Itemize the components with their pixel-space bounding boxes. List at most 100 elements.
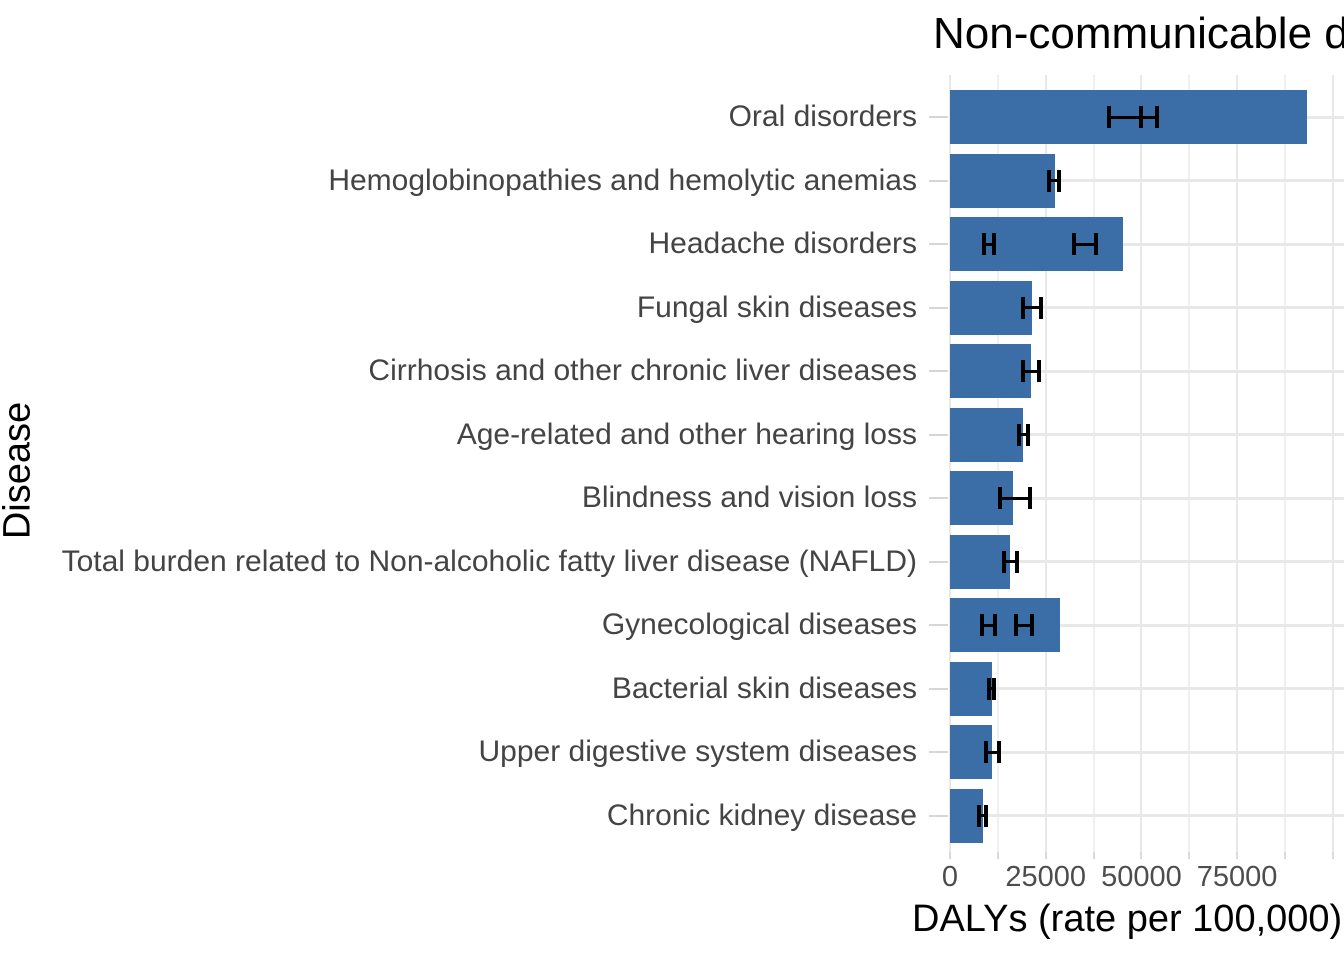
error-bar [982, 623, 996, 627]
error-bar-cap [996, 741, 1001, 763]
bar [950, 280, 1032, 335]
y-axis-tick [929, 751, 948, 753]
bar [950, 534, 1011, 589]
error-bar-cap [1028, 487, 1032, 509]
y-gridline [950, 814, 1344, 817]
category-label: Blindness and vision loss [581, 481, 917, 514]
x-axis-tick [1092, 852, 1095, 859]
y-axis-tick [929, 560, 948, 563]
error-bar-cap [980, 614, 985, 636]
error-bar-cap [1057, 169, 1062, 192]
x-axis-tick [996, 852, 999, 859]
x-gridline [1044, 75, 1047, 852]
error-bar-cap [982, 233, 987, 255]
y-axis-tick [929, 179, 948, 182]
x-gridline [996, 75, 999, 852]
y-axis-tick [929, 624, 948, 626]
category-label: Hemoglobinopathies and hemolytic anemias [328, 163, 917, 197]
error-bar [985, 750, 999, 754]
error-bar [1000, 496, 1030, 500]
x-axis-tick [1236, 852, 1239, 859]
error-bar [1015, 623, 1032, 627]
x-gridline [1188, 75, 1191, 852]
x-tick-label: 0 [941, 861, 959, 893]
y-axis-tick [929, 116, 948, 118]
error-bar [1023, 306, 1042, 309]
category-label: Total burden related to Non-alcoholic fa… [61, 544, 917, 578]
error-bar-cap [998, 487, 1003, 509]
error-bar-cap [1072, 233, 1077, 255]
error-bar-cap [983, 804, 988, 827]
x-tick-label: 75000 [1196, 861, 1278, 893]
error-bar-cap [1155, 106, 1160, 128]
error-bar-cap [1106, 106, 1111, 128]
x-gridline [1140, 75, 1143, 852]
error-bar-cap [1039, 296, 1044, 319]
error-bar [1141, 115, 1158, 119]
y-gridline [950, 369, 1344, 373]
bar [950, 598, 1060, 652]
category-label: Age-related and other hearing loss [456, 417, 917, 451]
y-gridline [950, 433, 1344, 436]
error-bar [1074, 242, 1096, 246]
bar [950, 407, 1024, 462]
error-bar [1003, 560, 1017, 563]
error-bar [1023, 369, 1039, 373]
category-label: Fungal skin diseases [636, 290, 917, 324]
x-gridline [1331, 75, 1334, 852]
error-bar-cap [1021, 360, 1026, 382]
y-axis-tick [929, 370, 948, 372]
y-axis-title: Disease [0, 401, 39, 540]
error-bar-cap [1001, 550, 1006, 573]
y-gridline [950, 242, 1344, 246]
error-bar-cap [1093, 233, 1098, 255]
y-axis-tick [929, 687, 948, 690]
x-axis-tick [1044, 852, 1047, 859]
category-label: Gynecological diseases [601, 608, 917, 641]
error-bar-cap [1013, 614, 1018, 636]
y-gridline [950, 496, 1344, 500]
x-axis-tick [949, 852, 951, 859]
category-label: Oral disorders [728, 100, 917, 133]
y-axis-tick [929, 433, 948, 436]
x-gridline [1092, 75, 1095, 852]
error-bar [1108, 115, 1141, 119]
bar [950, 661, 993, 716]
error-bar-cap [992, 233, 997, 255]
y-gridline [950, 179, 1344, 182]
category-label: Bacterial skin diseases [611, 671, 917, 705]
y-axis-tick [929, 306, 948, 309]
y-axis-tick [929, 497, 948, 499]
y-gridline [950, 687, 1344, 690]
bar [950, 153, 1055, 208]
y-axis-tick [929, 243, 948, 245]
y-axis-tick [929, 814, 948, 817]
category-label: Cirrhosis and other chronic liver diseas… [368, 354, 917, 387]
y-gridline [950, 750, 1344, 754]
error-bar [1018, 433, 1029, 436]
x-tick-label: 25000 [1005, 861, 1087, 893]
error-bar-cap [992, 677, 997, 700]
error-bar [979, 814, 986, 817]
x-axis-tick [1331, 852, 1334, 859]
x-axis-tick [1188, 852, 1191, 859]
x-axis-tick [1140, 852, 1143, 859]
error-bar-cap [983, 741, 988, 763]
error-bar-cap [977, 804, 982, 827]
error-bar-cap [1139, 106, 1144, 128]
error-bar-cap [1036, 360, 1041, 382]
error-bar-cap [1021, 296, 1026, 319]
error-bar-cap [1029, 614, 1034, 636]
error-bar-cap [1014, 550, 1019, 573]
error-bar [989, 687, 994, 690]
x-tick-label: 50000 [1101, 861, 1182, 893]
x-gridline [1283, 75, 1286, 852]
error-bar [984, 242, 994, 246]
x-gridline [949, 75, 951, 852]
error-bar-cap [1047, 169, 1052, 192]
bar [950, 344, 1032, 398]
y-gridline [950, 560, 1344, 563]
error-bar-cap [993, 614, 998, 636]
x-axis-tick [1283, 852, 1286, 859]
